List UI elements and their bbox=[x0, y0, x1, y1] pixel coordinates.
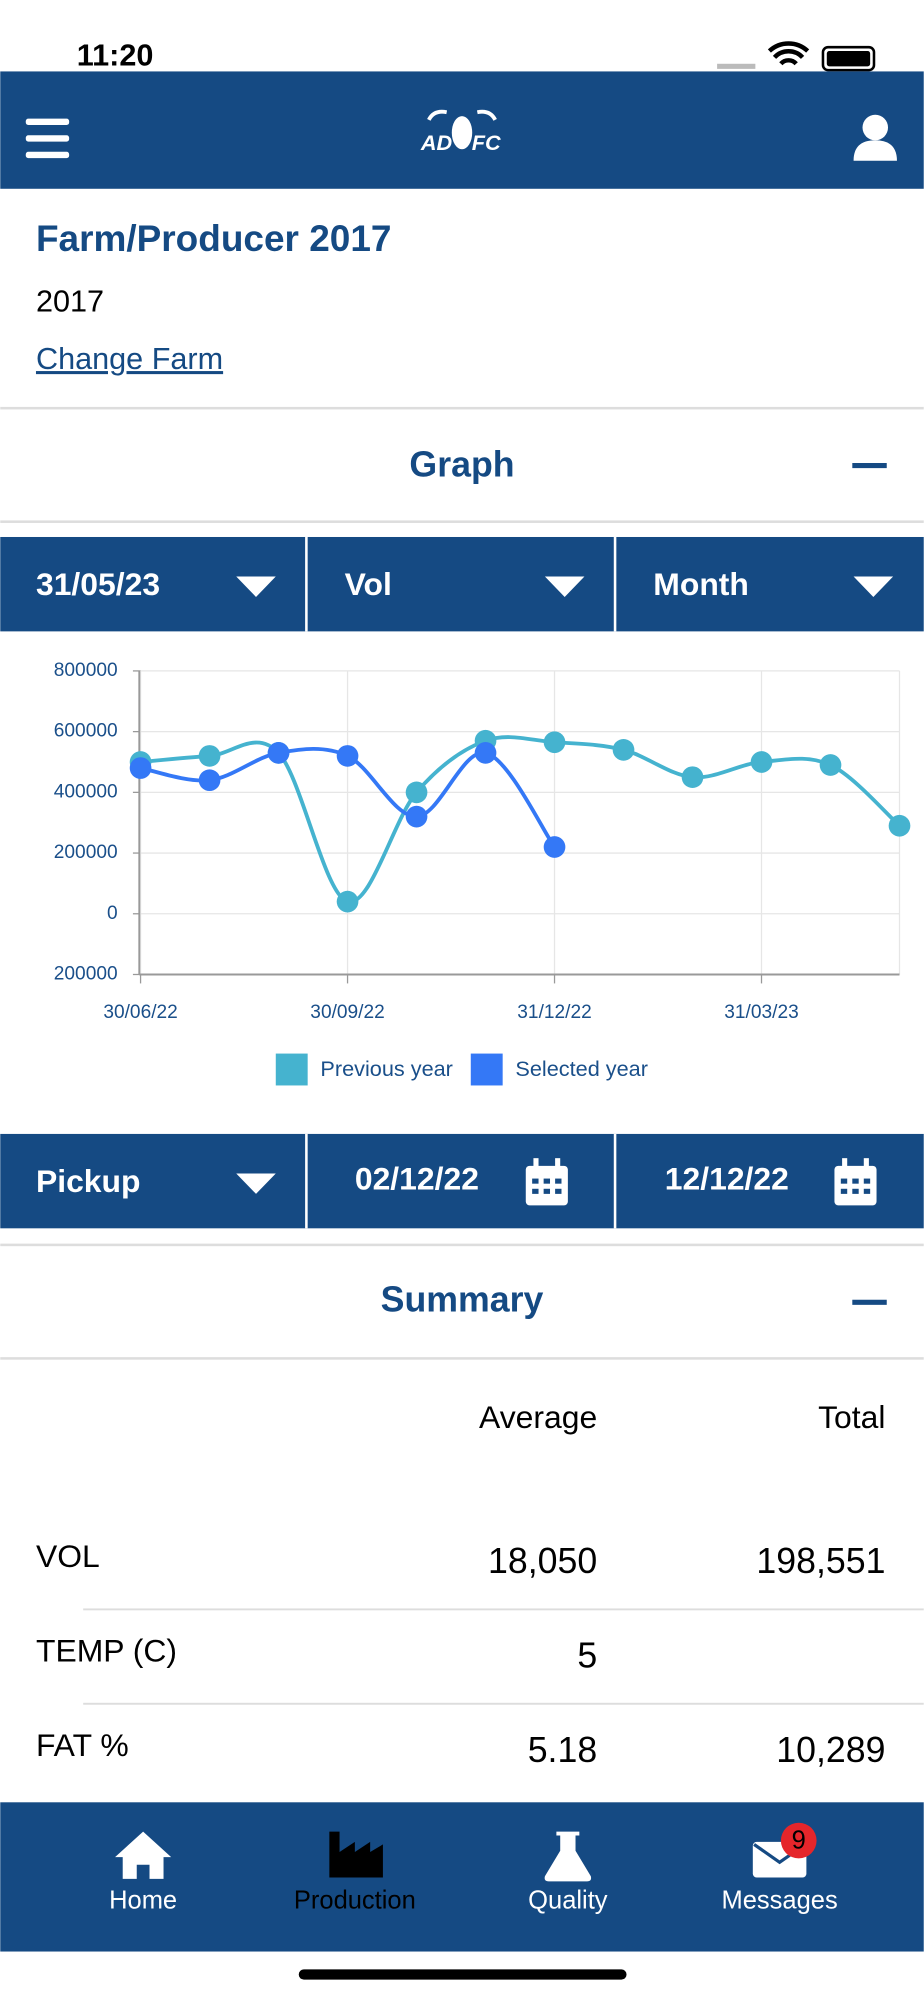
divider bbox=[305, 1133, 308, 1229]
divider bbox=[0, 520, 924, 523]
point bbox=[681, 766, 704, 789]
row-average: 5 bbox=[577, 1636, 597, 1676]
row-divider bbox=[83, 1608, 924, 1611]
point bbox=[198, 745, 221, 767]
filter-bar bbox=[0, 1133, 924, 1229]
logo-text: FC bbox=[472, 130, 501, 155]
measure-dropdown[interactable]: Vol bbox=[345, 566, 392, 602]
legend-label: Selected year bbox=[515, 1056, 648, 1081]
point bbox=[750, 751, 773, 773]
point bbox=[612, 739, 635, 761]
divider bbox=[0, 1357, 924, 1360]
logo: AD FC bbox=[420, 109, 501, 155]
x-tick-label: 31/03/23 bbox=[724, 1002, 798, 1023]
status-time: 11:20 bbox=[77, 38, 154, 72]
messages-icon bbox=[752, 1822, 817, 1878]
point bbox=[198, 769, 221, 792]
row-label: FAT % bbox=[36, 1727, 129, 1763]
date-dropdown[interactable]: 31/05/23 bbox=[36, 566, 160, 602]
status-icons bbox=[717, 41, 876, 72]
calendar-icon bbox=[525, 1158, 877, 1206]
filter-bar bbox=[0, 536, 924, 632]
farm-title: Farm/Producer 2017 bbox=[36, 218, 391, 259]
logo-text: AD bbox=[420, 130, 453, 155]
chart: 200000 0 200000 400000 600000 800000 30/06/22 3… bbox=[54, 660, 911, 1086]
dropdown-arrow bbox=[236, 1173, 276, 1194]
quality-icon bbox=[544, 1831, 592, 1882]
point bbox=[474, 742, 497, 764]
row-total: 198,551 bbox=[756, 1541, 885, 1581]
change-farm-link[interactable]: Change Farm bbox=[36, 342, 223, 376]
divider bbox=[613, 1133, 617, 1229]
y-tick-label: 0 bbox=[107, 903, 118, 924]
x-tick-label: 30/06/22 bbox=[103, 1002, 177, 1023]
divider bbox=[0, 406, 924, 410]
production-icon bbox=[329, 1831, 383, 1878]
x-tick-label: 30/09/22 bbox=[310, 1002, 384, 1023]
type-dropdown[interactable]: Pickup bbox=[36, 1163, 141, 1199]
end-date[interactable]: 12/12/22 bbox=[665, 1161, 789, 1197]
point bbox=[405, 805, 428, 828]
point bbox=[405, 781, 428, 804]
point bbox=[543, 836, 566, 858]
tab[interactable]: Messages bbox=[721, 1887, 837, 1915]
collapse-button[interactable] bbox=[852, 463, 887, 469]
divider bbox=[613, 536, 617, 632]
legend-label: Previous year bbox=[320, 1056, 453, 1081]
tab-active[interactable]: Production bbox=[294, 1887, 416, 1915]
row-label: TEMP (C) bbox=[36, 1632, 177, 1668]
row-divider bbox=[83, 1702, 924, 1705]
row-total: 10,289 bbox=[776, 1730, 885, 1770]
point bbox=[888, 814, 911, 837]
section-title: Summary bbox=[381, 1280, 544, 1320]
calendar-grid bbox=[532, 1178, 871, 1194]
column-header: Total bbox=[818, 1399, 885, 1435]
section-title: Graph bbox=[409, 444, 514, 484]
point bbox=[336, 890, 359, 913]
y-tick-label: 200000 bbox=[54, 964, 118, 985]
point bbox=[267, 742, 290, 764]
collapse-button[interactable] bbox=[852, 1299, 887, 1305]
tab[interactable]: Home bbox=[109, 1887, 177, 1915]
period-dropdown[interactable]: Month bbox=[653, 566, 749, 602]
point bbox=[819, 754, 842, 776]
y-tick-label: 400000 bbox=[54, 781, 118, 802]
row-average: 18,050 bbox=[488, 1541, 597, 1581]
y-tick-label: 200000 bbox=[54, 842, 118, 863]
column-header: Average bbox=[479, 1399, 597, 1435]
legend-swatch bbox=[275, 1053, 308, 1086]
divider bbox=[305, 536, 308, 632]
tab[interactable]: Quality bbox=[528, 1887, 608, 1915]
y-tick-label: 600000 bbox=[54, 721, 118, 742]
point bbox=[336, 745, 359, 767]
point bbox=[543, 731, 566, 754]
dropdown-arrow bbox=[236, 576, 894, 597]
start-date[interactable]: 02/12/22 bbox=[355, 1161, 479, 1197]
x-tick-label: 31/12/22 bbox=[517, 1002, 591, 1023]
y-tick-label: 800000 bbox=[54, 660, 118, 681]
divider bbox=[0, 1243, 924, 1247]
row-average: 5.18 bbox=[528, 1730, 598, 1770]
home-icon bbox=[115, 1831, 172, 1879]
farm-year: 2017 bbox=[36, 285, 104, 319]
menu-button[interactable] bbox=[25, 118, 70, 159]
badge: 9 bbox=[792, 1827, 806, 1855]
home-indicator bbox=[298, 1969, 627, 1980]
point bbox=[129, 757, 152, 779]
legend-swatch bbox=[470, 1053, 503, 1086]
profile-button[interactable] bbox=[853, 114, 897, 161]
row-label: VOL bbox=[36, 1538, 100, 1574]
